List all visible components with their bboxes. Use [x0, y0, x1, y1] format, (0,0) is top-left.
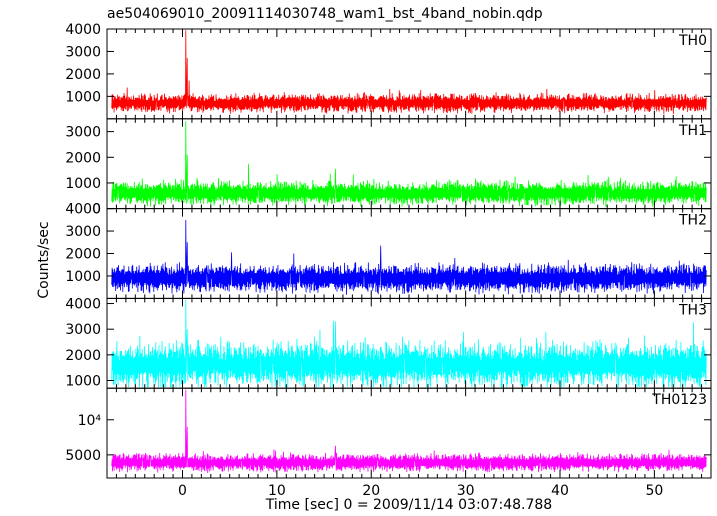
y-tick-label: 0 — [92, 202, 101, 218]
panel-label: TH2 — [678, 213, 707, 229]
y-tick-label: 4000 — [65, 22, 101, 38]
series-line-th1 — [111, 121, 707, 207]
panel-th1: 0 1000 2000 3000 TH1 — [65, 118, 712, 218]
y-axis-label: Counts/sec — [36, 221, 52, 298]
y-tick-label: 10⁴ — [78, 413, 102, 429]
y-tick-label: 1000 — [65, 89, 101, 105]
x-tick-label: 0 — [178, 483, 187, 499]
panel-th0: 1000 2000 3000 4000 TH0 — [65, 22, 712, 120]
panel-th3: 1000 2000 3000 4000 TH3 — [65, 297, 712, 390]
y-tick-label: 4000 — [65, 297, 101, 313]
x-tick-label: 30 — [457, 483, 475, 499]
x-tick-label: 40 — [551, 483, 569, 499]
panel-label: TH0 — [678, 33, 707, 49]
x-tick-label: 20 — [362, 483, 380, 499]
y-tick-label: 4000 — [65, 202, 101, 218]
series-line-th0 — [111, 30, 707, 114]
y-tick-label: 1000 — [65, 374, 101, 390]
y-tick-label: 2000 — [65, 348, 101, 364]
panel-label: TH1 — [678, 123, 707, 139]
x-tick-label: 50 — [645, 483, 663, 499]
panel-label: TH0123 — [651, 392, 707, 408]
y-tick-label: 3000 — [65, 125, 101, 141]
y-tick-label: 2000 — [65, 247, 101, 263]
panel-label: TH3 — [678, 302, 707, 318]
y-tick-label: 5000 — [65, 448, 101, 464]
y-tick-label: 3000 — [65, 322, 101, 338]
x-tick-label: 10 — [268, 483, 286, 499]
series-line-th0123 — [111, 389, 707, 473]
y-tick-label: 1000 — [65, 269, 101, 285]
panel-th2: 1000 2000 3000 4000 TH2 — [65, 202, 712, 299]
y-tick-label: 3000 — [65, 44, 101, 60]
series-line-th2 — [111, 219, 707, 295]
y-tick-label: 2000 — [65, 150, 101, 166]
y-tick-label: 1000 — [65, 176, 101, 192]
series-line-th3 — [111, 299, 707, 388]
panels-group: 1000 2000 3000 4000 TH0 0 1000 2000 3000 TH1 1000 2… — [65, 22, 712, 499]
y-tick-label: 2000 — [65, 67, 101, 83]
panel-th0123: 5000 10⁴ TH0123 — [65, 387, 712, 479]
y-tick-label: 3000 — [65, 224, 101, 240]
chart-title: ae504069010_20091114030748_wam1_bst_4ban… — [107, 6, 543, 22]
x-axis-label: Time [sec] 0 = 2009/11/14 03:07:48.788 — [265, 497, 552, 513]
